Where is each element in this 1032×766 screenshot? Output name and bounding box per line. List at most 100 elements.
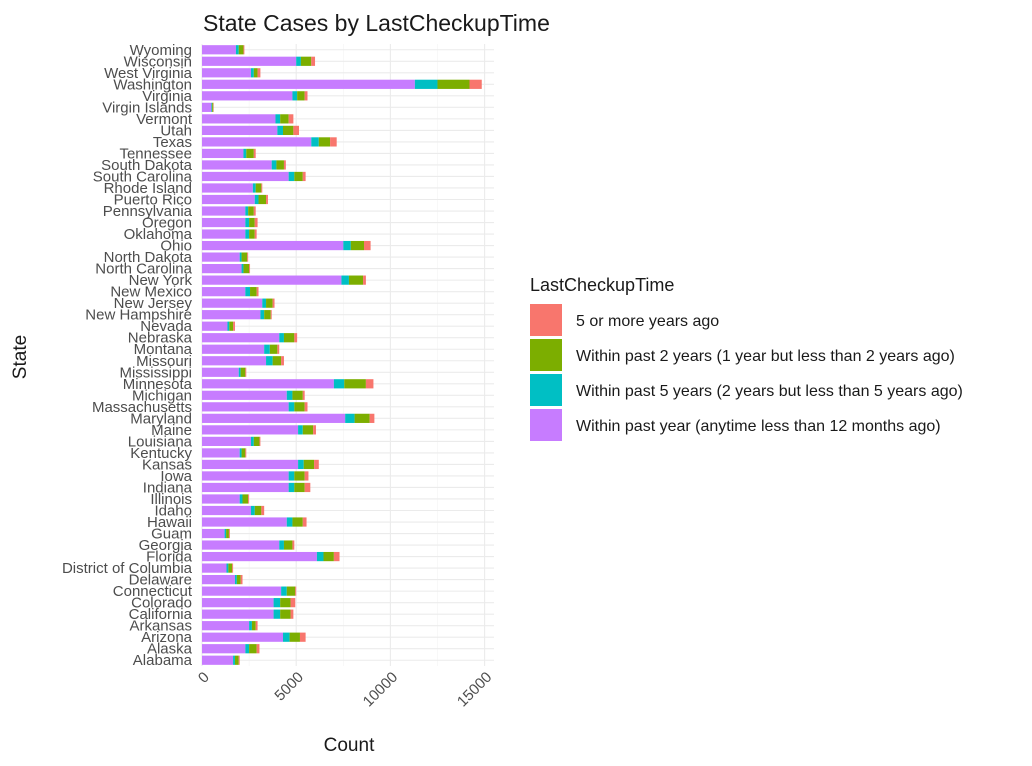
bar-segment [202, 148, 244, 159]
bar-segment [241, 448, 246, 458]
x-axis-title: Count [324, 735, 375, 756]
y-tick-label: North Dakota [104, 249, 193, 266]
bar-segment [333, 379, 345, 389]
y-axis-title: State [10, 335, 31, 379]
y-tick-label: West Virginia [104, 65, 192, 82]
bar-segment [202, 540, 280, 550]
y-tick-label: New Jersey [114, 295, 193, 312]
y-tick-label: Kentucky [130, 445, 192, 462]
bar-segment [202, 114, 276, 124]
bar-segment [297, 91, 305, 101]
bar-segment [303, 459, 315, 470]
bar-segment [295, 586, 297, 596]
bar-segment [212, 102, 214, 112]
bar-segment [202, 160, 272, 170]
bar-segment [202, 171, 289, 182]
y-tick-label: Oregon [142, 215, 192, 232]
bar-segment [202, 275, 342, 285]
bar-segment [253, 436, 260, 446]
bar-segment [226, 528, 229, 539]
y-tick-label: Ohio [160, 238, 192, 255]
bar-segment [202, 91, 293, 101]
bar-segment [256, 287, 259, 297]
bar-segment [234, 655, 239, 665]
bar-segment [202, 609, 274, 619]
bar-segment [202, 517, 287, 527]
bar-segment [254, 194, 259, 205]
y-tick-label: Virginia [142, 88, 192, 105]
bar-segment [202, 471, 289, 481]
bar-segment [224, 528, 227, 539]
bar-segment [288, 402, 295, 412]
bar-segment [292, 390, 303, 400]
bar-segment [202, 390, 287, 400]
bar-segment [202, 482, 289, 493]
legend-label: Within past 2 years (1 year but less tha… [576, 348, 955, 365]
bar-segment [233, 321, 235, 331]
bar-segment [277, 344, 280, 354]
y-tick-label: Virgin Islands [102, 99, 192, 116]
bar-segment [257, 68, 261, 78]
y-tick-label: Georgia [139, 537, 193, 554]
legend: LastCheckupTime 5 or more years ago Withi… [530, 275, 963, 441]
bar-segment [350, 240, 365, 251]
bar-segment [202, 413, 346, 423]
y-tick-label: New Hampshire [85, 307, 192, 324]
y-tick-label: Vermont [136, 111, 193, 128]
y-tick-label: Montana [134, 341, 193, 358]
bar-segment [269, 344, 278, 354]
bar-segment [304, 471, 309, 481]
bar-segment [253, 68, 258, 78]
bar-segment [245, 229, 250, 239]
bar-segment [202, 333, 280, 343]
y-tick-label: Kansas [142, 456, 192, 473]
x-tick-label: 10000 [360, 669, 402, 711]
y-tick-label: Florida [146, 549, 193, 566]
bar-segment [202, 240, 344, 251]
y-tick-label: California [129, 606, 193, 623]
bar-segment [314, 459, 319, 470]
bar-segment [202, 217, 246, 228]
bar-segment [250, 436, 254, 446]
bar-segment [304, 91, 308, 101]
y-tick-label: Delaware [129, 572, 192, 589]
bar-segment [236, 575, 241, 585]
bar-segment [302, 171, 306, 182]
bar-segment [202, 356, 267, 366]
bar-segment [202, 379, 334, 389]
bar-segment [288, 114, 294, 124]
y-tick-label: North Carolina [95, 261, 192, 278]
bar-segment [260, 310, 265, 320]
bar-segment [235, 45, 239, 55]
bar-segment [202, 494, 240, 504]
bar-segment [294, 402, 305, 412]
bar-segment [365, 379, 374, 389]
bar-segment [271, 160, 277, 170]
bar-segment [245, 206, 249, 216]
bar-segment [245, 217, 250, 228]
bar-segment [202, 194, 255, 205]
bar-segment [311, 56, 316, 66]
bar-segment [294, 171, 303, 182]
bar-segment [202, 367, 239, 377]
y-tick-label: New Mexico [110, 284, 192, 301]
bar-segment [293, 125, 300, 135]
bar-segment [330, 137, 337, 147]
y-tick-label: Arkansas [129, 618, 192, 635]
bar-segment [245, 367, 247, 377]
bar-segment [262, 298, 267, 308]
bar-segment [202, 644, 246, 654]
bar-segment [202, 632, 284, 642]
bar-segment [302, 425, 314, 435]
bar-segment [298, 459, 304, 470]
bar-segment [311, 137, 319, 147]
bar-segment [414, 79, 438, 89]
bar-segment [202, 287, 246, 297]
bar-segment [202, 56, 297, 66]
bar-segment [250, 505, 255, 516]
bar-segment [266, 298, 273, 308]
y-tick-label: Minnesota [123, 376, 193, 393]
bar-segment [316, 551, 324, 562]
bar-segment [202, 563, 227, 573]
bar-segment [273, 609, 281, 619]
